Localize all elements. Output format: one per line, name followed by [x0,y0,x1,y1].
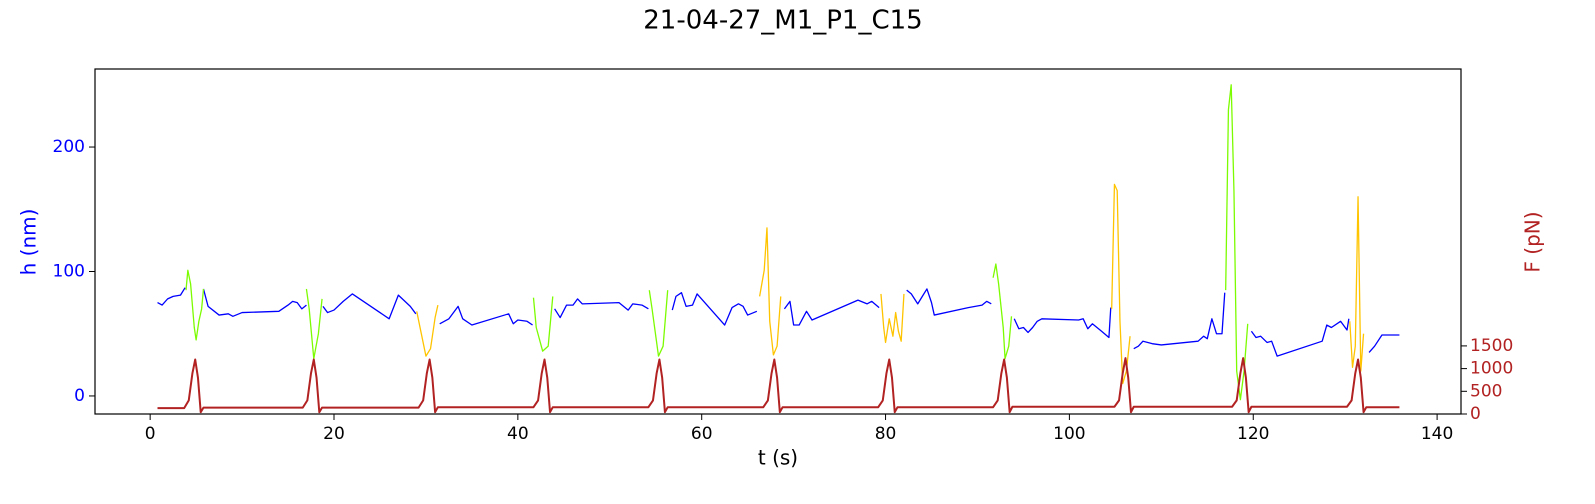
y2-tick-label: 0 [1470,404,1481,424]
y-tick-label: 0 [74,386,85,406]
data-line [157,357,1400,414]
y2-tick-label: 500 [1470,381,1502,401]
chart-title: 21-04-27_M1_P1_C15 [643,6,922,36]
y2-tick-label: 1000 [1470,359,1513,379]
data-line [185,84,1249,401]
y2-tick-label: 1500 [1470,336,1513,356]
x-tick-label: 60 [691,424,713,444]
y-tick-label: 200 [53,137,85,157]
data-line [416,183,1365,385]
y-tick-label: 100 [53,261,85,281]
plot-frame [94,68,1462,415]
x-tick-label: 140 [1421,424,1453,444]
x-tick-label: 20 [323,424,345,444]
x-tick-label: 40 [507,424,529,444]
x-axis-label: t (s) [758,446,798,470]
y-axis-label: h (nm) [17,209,41,276]
x-tick-label: 120 [1237,424,1269,444]
x-tick-label: 0 [145,424,156,444]
data-line [157,287,1400,357]
y2-axis-label: F (pN) [1521,211,1545,272]
x-tick-label: 100 [1053,424,1085,444]
x-tick-label: 80 [875,424,897,444]
